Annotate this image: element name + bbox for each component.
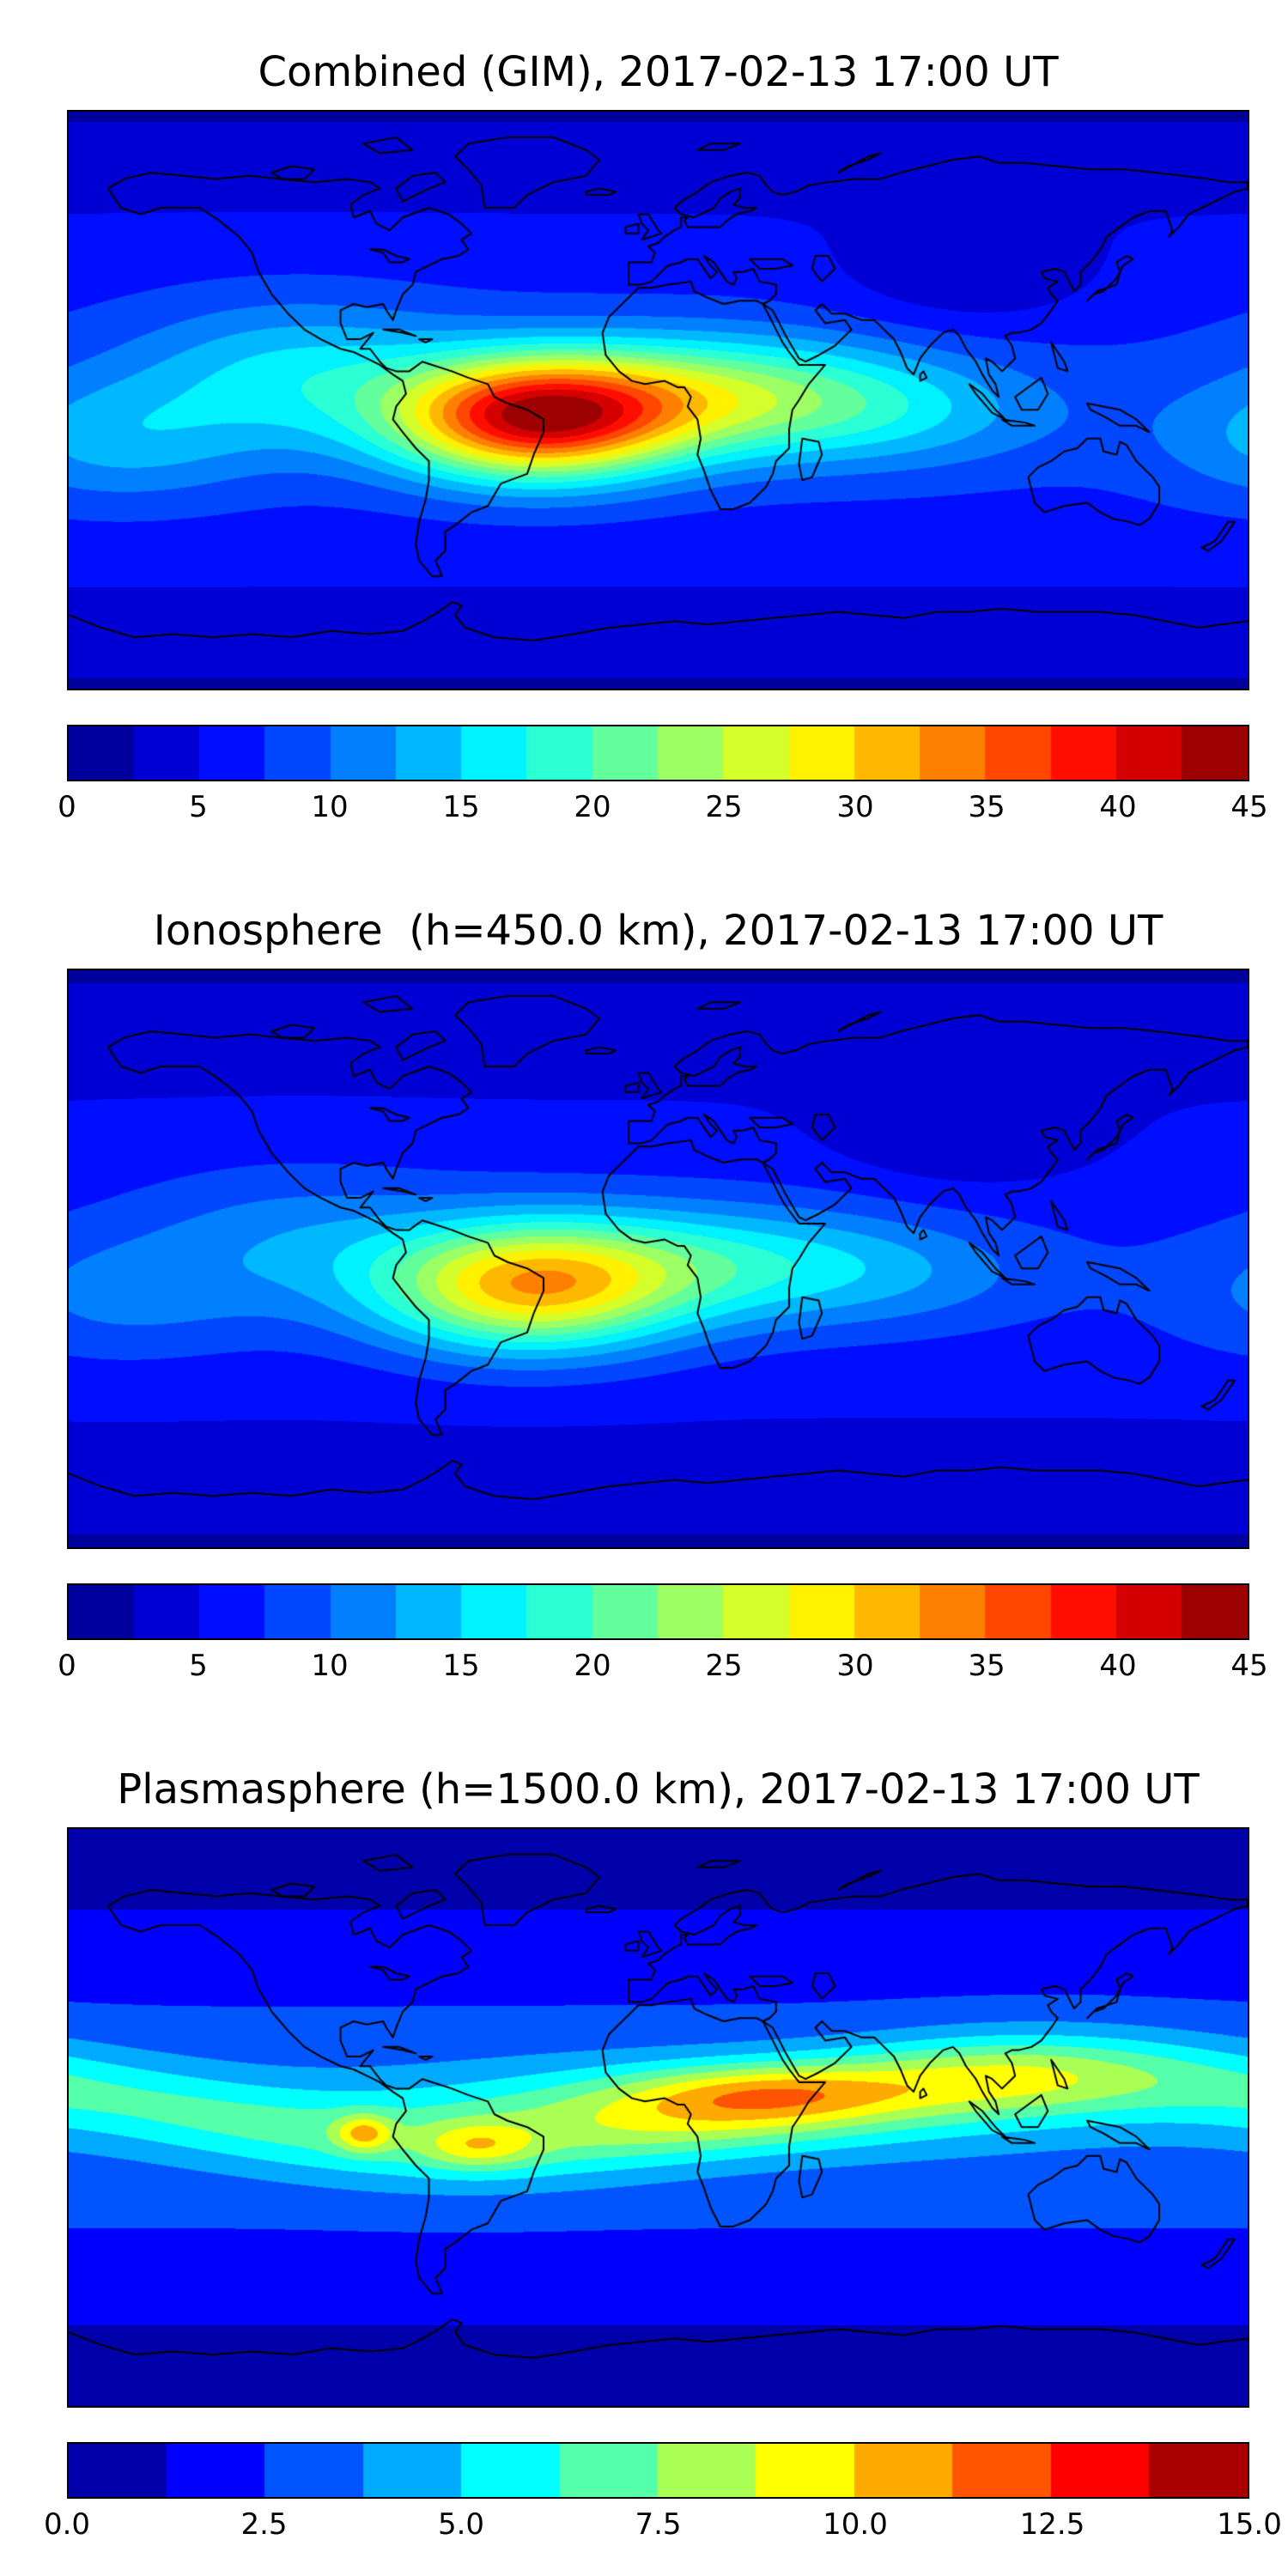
map-canvas-plasmasphere xyxy=(69,1829,1248,2406)
panel-title-combined: Combined (GIM), 2017-02-13 17:00 UT xyxy=(258,48,1059,96)
world-map-ionosphere xyxy=(67,969,1249,1549)
colorbar-tick-label: 30 xyxy=(836,790,874,824)
colorbar-combined xyxy=(67,725,1249,781)
colorbar-tick-label: 2.5 xyxy=(240,2507,288,2542)
colorbar-tick-label: 45 xyxy=(1230,1649,1268,1683)
colorbar-tick-label: 40 xyxy=(1099,790,1137,824)
panel-title-ionosphere: Ionosphere (h=450.0 km), 2017-02-13 17:0… xyxy=(153,907,1163,955)
colorbar-tick-label: 7.5 xyxy=(635,2507,682,2542)
world-map-combined xyxy=(67,110,1249,690)
colorbar-tick-label: 15 xyxy=(442,1649,480,1683)
colorbar-ticks-ionosphere: 0 5 10 15 20 25 30 35 40 45 xyxy=(58,1643,1267,1692)
panel-plasmasphere: Plasmasphere (h=1500.0 km), 2017-02-13 1… xyxy=(0,1717,1288,2576)
colorbar-plasmasphere xyxy=(67,2442,1249,2499)
colorbar-canvas-plasmasphere xyxy=(69,2444,1248,2497)
colorbar-tick-label: 10 xyxy=(311,1649,349,1683)
colorbar-tick-label: 20 xyxy=(574,790,611,824)
colorbar-canvas-ionosphere xyxy=(69,1585,1248,1638)
colorbar-tick-label: 25 xyxy=(705,1649,743,1683)
colorbar-tick-label: 15 xyxy=(442,790,480,824)
colorbar-tick-label: 0 xyxy=(58,1649,76,1683)
map-canvas-ionosphere xyxy=(69,970,1248,1547)
colorbar-tick-label: 45 xyxy=(1230,790,1268,824)
colorbar-tick-label: 35 xyxy=(968,1649,1005,1683)
colorbar-tick-label: 25 xyxy=(705,790,743,824)
colorbar-tick-label: 20 xyxy=(574,1649,611,1683)
colorbar-tick-label: 40 xyxy=(1099,1649,1137,1683)
colorbar-ticks-plasmasphere: 0.0 2.5 5.0 7.5 10.0 12.5 15.0 xyxy=(44,2502,1282,2550)
colorbar-tick-label: 5.0 xyxy=(437,2507,485,2542)
colorbar-tick-label: 15.0 xyxy=(1217,2507,1282,2542)
colorbar-tick-label: 0.0 xyxy=(43,2507,91,2542)
map-canvas-combined xyxy=(69,112,1248,689)
panel-combined-gim: Combined (GIM), 2017-02-13 17:00 UT 0 5 10… xyxy=(0,0,1288,859)
colorbar-ionosphere xyxy=(67,1583,1249,1640)
colorbar-tick-label: 10 xyxy=(311,790,349,824)
colorbar-tick-label: 5 xyxy=(189,1649,208,1683)
colorbar-ticks-combined: 0 5 10 15 20 25 30 35 40 45 xyxy=(58,785,1267,833)
colorbar-tick-label: 12.5 xyxy=(1019,2507,1085,2542)
colorbar-tick-label: 10.0 xyxy=(823,2507,888,2542)
colorbar-tick-label: 30 xyxy=(836,1649,874,1683)
world-map-plasmasphere xyxy=(67,1827,1249,2408)
colorbar-tick-label: 0 xyxy=(58,790,76,824)
colorbar-tick-label: 5 xyxy=(189,790,208,824)
panel-ionosphere: Ionosphere (h=450.0 km), 2017-02-13 17:0… xyxy=(0,859,1288,1717)
panel-title-plasmasphere: Plasmasphere (h=1500.0 km), 2017-02-13 1… xyxy=(117,1765,1200,1814)
colorbar-tick-label: 35 xyxy=(968,790,1005,824)
colorbar-canvas-combined xyxy=(69,726,1248,780)
